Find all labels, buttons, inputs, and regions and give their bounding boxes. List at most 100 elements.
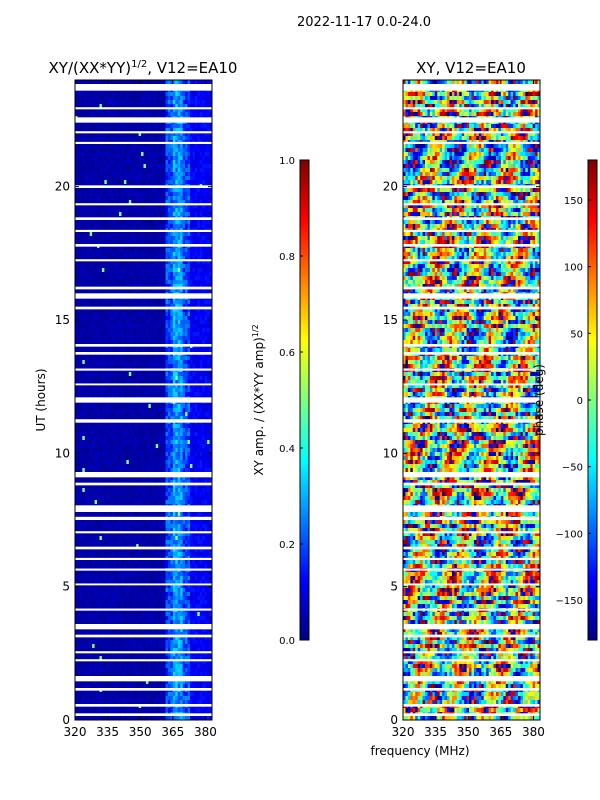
flagged-time-row: [75, 397, 212, 403]
flagged-time-row: [75, 704, 212, 707]
y-tick-label: 20: [383, 180, 398, 194]
amplitude-x-axis: 320 335 350 365 380: [64, 80, 217, 739]
flagged-time-row: [403, 634, 540, 638]
flagged-time-row: [403, 383, 540, 386]
colorbar-tick-label: 150: [564, 196, 583, 207]
flagged-time-row: [403, 557, 540, 560]
flagged-time-row: [403, 568, 540, 571]
phase-y-axis: 0 5 10 15 20: [383, 180, 540, 727]
amplitude-panel: XY/(XX*YY)1/2, V12=EA10 320 335 350 365 380 …: [34, 59, 237, 739]
amplitude-heatmap: [75, 80, 212, 720]
flagged-time-row: [403, 141, 540, 144]
amplitude-colorbar-label: XY amp. / (XX*YY amp)1/2: [251, 324, 266, 475]
flagged-time-row: [75, 344, 212, 347]
flagged-time-row: [403, 472, 540, 478]
colorbar-tick-label: 0.2: [279, 540, 295, 551]
flagged-time-row: [75, 688, 212, 691]
x-tick-label: 320: [392, 725, 415, 739]
flagged-time-row: [403, 344, 540, 347]
x-tick-label: 380: [194, 725, 217, 739]
phase-heatmap: [403, 80, 540, 720]
flagged-time-row: [403, 624, 540, 630]
flagged-time-row: [403, 583, 540, 586]
colorbar-tick-label: 0: [577, 396, 583, 407]
flagged-time-row: [75, 229, 212, 232]
y-tick-label: 10: [55, 446, 70, 460]
amplitude-plot-frame: [74, 79, 213, 721]
flagged-time-row: [403, 419, 540, 423]
amplitude-colorbar-ticks: 0.0 0.2 0.4 0.6 0.8 1.0: [279, 156, 303, 647]
flagged-time-row: [75, 383, 212, 386]
x-tick-label: 365: [161, 725, 184, 739]
flagged-time-row: [75, 419, 212, 423]
flagged-time-row: [75, 472, 212, 478]
y-tick-label: 20: [55, 180, 70, 194]
flagged-time-row: [403, 368, 540, 371]
flagged-time-row: [403, 688, 540, 691]
x-tick-label: 365: [489, 725, 512, 739]
flagged-time-row: [75, 117, 212, 123]
flagged-time-row: [75, 203, 212, 206]
phase-panel-title: XY, V12=EA10: [416, 59, 526, 77]
x-tick-label: 320: [64, 725, 87, 739]
y-tick-label: 0: [390, 713, 398, 727]
flagged-time-row: [403, 482, 540, 486]
flagged-time-row: [403, 713, 540, 716]
phase-colorbar: −150 −100 −50 0 50 100 150 phase (deg): [532, 159, 598, 641]
flagged-time-row: [75, 286, 212, 290]
flagged-time-row: [403, 306, 540, 310]
x-tick-label: 350: [129, 725, 152, 739]
flagged-time-row: [403, 117, 540, 123]
colorbar-tick-label: 0.4: [279, 444, 295, 455]
flagged-time-row: [403, 84, 540, 91]
phase-x-axis: 320 335 350 365 380: [392, 80, 545, 739]
flagged-time-row: [403, 505, 540, 512]
y-tick-label: 10: [383, 446, 398, 460]
flagged-time-row: [75, 217, 212, 220]
phase-colorbar-ticks: −150 −100 −50 0 50 100 150: [556, 196, 591, 607]
flagged-time-row: [75, 293, 212, 299]
flagged-time-row: [403, 244, 540, 247]
amplitude-panel-title: XY/(XX*YY)1/2, V12=EA10: [49, 59, 238, 77]
flagged-time-row: [75, 185, 212, 188]
flagged-time-row: [403, 203, 540, 206]
y-tick-label: 15: [55, 313, 70, 327]
colorbar-tick-label: −100: [556, 529, 583, 540]
y-tick-label: 5: [62, 580, 70, 594]
flagged-time-row: [75, 131, 212, 134]
flagged-time-row: [403, 676, 540, 682]
flagged-time-row: [75, 516, 212, 520]
flagged-time-row: [75, 368, 212, 371]
flagged-time-row: [403, 659, 540, 662]
phase-plot-frame: [402, 79, 541, 721]
flagged-time-row: [75, 608, 212, 611]
flagged-time-row: [403, 651, 540, 654]
flagged-time-row: [403, 397, 540, 403]
flagged-time-row: [75, 482, 212, 486]
x-tick-label: 335: [96, 725, 119, 739]
colorbar-tick-label: 0.6: [279, 348, 295, 359]
flagged-time-row: [75, 546, 212, 550]
flagged-time-row: [403, 704, 540, 707]
colorbar-tick-label: 0.8: [279, 252, 295, 263]
y-tick-label: 15: [383, 313, 398, 327]
colorbar-tick-label: −150: [556, 596, 583, 607]
flagged-time-row: [75, 306, 212, 310]
flagged-time-row: [403, 352, 540, 355]
flagged-time-row: [75, 557, 212, 560]
flagged-time-row: [403, 516, 540, 520]
x-tick-label: 350: [457, 725, 480, 739]
x-tick-label: 335: [424, 725, 447, 739]
colorbar-tick-label: 0.0: [279, 636, 295, 647]
flagged-time-row: [75, 568, 212, 571]
figure-suptitle: 2022-11-17 0.0-24.0: [297, 15, 431, 30]
flagged-time-row: [75, 676, 212, 682]
flagged-time-row: [403, 531, 540, 534]
phase-panel: XY, V12=EA10 320 335 350 365 380 0 5 10 15 20: [383, 59, 545, 739]
flagged-time-row: [75, 583, 212, 586]
flagged-time-row: [75, 505, 212, 512]
flagged-time-row: [403, 546, 540, 550]
flagged-time-row: [75, 713, 212, 716]
flagged-time-row: [75, 84, 212, 91]
